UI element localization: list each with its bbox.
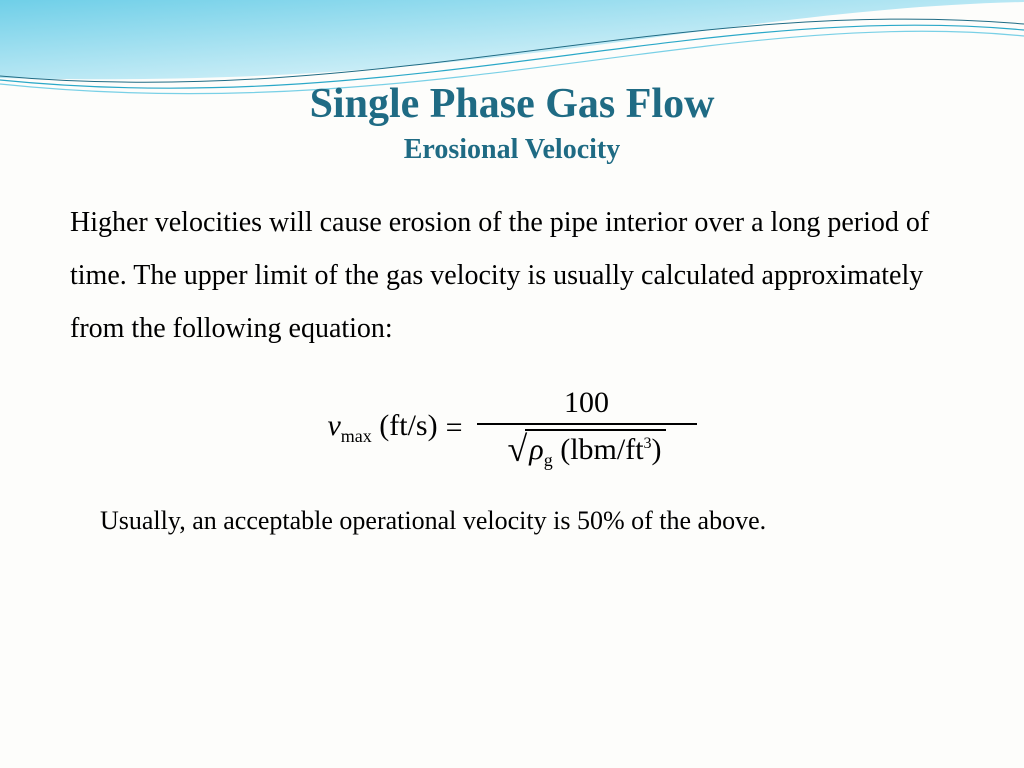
slide-title: Single Phase Gas Flow bbox=[70, 80, 954, 128]
sqrt-icon: √ bbox=[508, 431, 528, 467]
slide-content: Single Phase Gas Flow Erosional Velocity… bbox=[0, 0, 1024, 768]
eq-den-unit-suffix: ) bbox=[652, 433, 662, 466]
eq-numerator: 100 bbox=[556, 386, 617, 423]
equation-fraction: 100 √ ρg (lbm/ft3) bbox=[477, 386, 697, 471]
eq-subscript-max: max bbox=[341, 426, 372, 446]
eq-lhs-unit: (ft/s) bbox=[379, 409, 437, 442]
equation-lhs: vmax (ft/s) bbox=[327, 409, 437, 447]
eq-den-unit-exponent: 3 bbox=[644, 435, 652, 452]
slide-body-paragraph: Higher velocities will cause erosion of … bbox=[70, 196, 954, 356]
eq-denominator: √ ρg (lbm/ft3) bbox=[500, 425, 674, 471]
slide-footer-note: Usually, an acceptable operational veloc… bbox=[100, 506, 954, 536]
eq-symbol-v: v bbox=[327, 409, 340, 442]
eq-sqrt-radicand: ρg (lbm/ft3) bbox=[525, 429, 665, 471]
equation: vmax (ft/s) = 100 √ ρg (lbm/ft3) bbox=[70, 386, 954, 471]
eq-den-unit: (lbm/ft3) bbox=[560, 433, 661, 466]
slide-subtitle: Erosional Velocity bbox=[70, 134, 954, 166]
eq-symbol-rho: ρ bbox=[529, 433, 543, 466]
eq-equals: = bbox=[446, 411, 463, 445]
eq-den-unit-prefix: (lbm/ft bbox=[560, 433, 643, 466]
eq-subscript-g: g bbox=[544, 450, 553, 470]
